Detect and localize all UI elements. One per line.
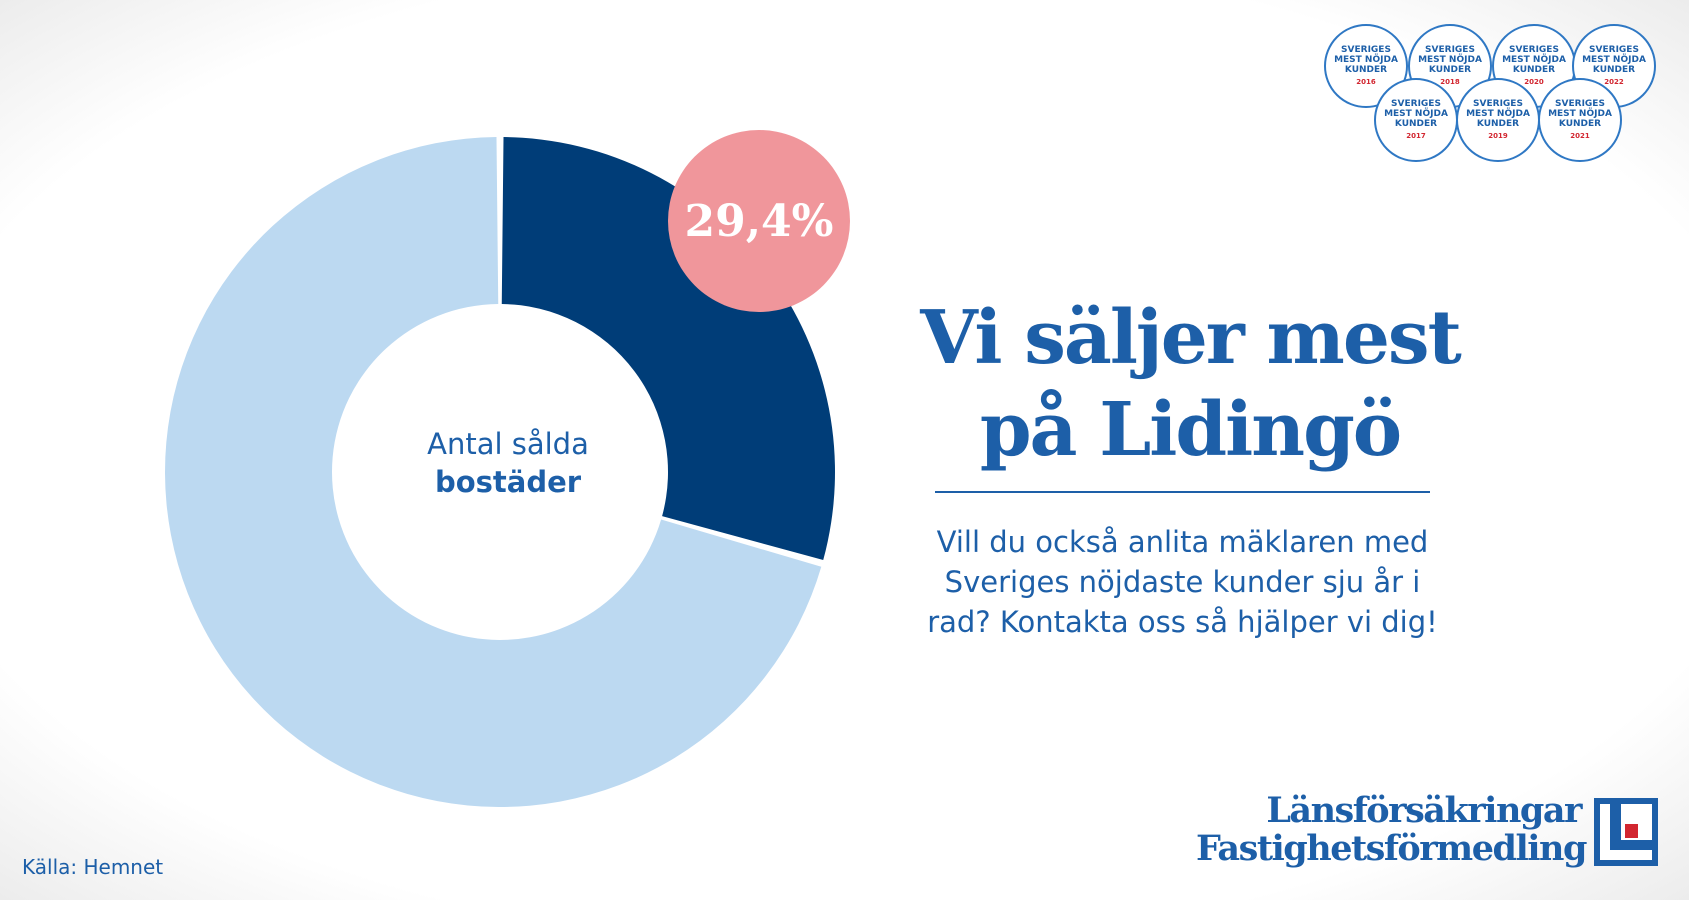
donut-center-label: Antal sålda bostäder	[388, 425, 628, 501]
logo-line1: Länsförsäkringar	[1266, 790, 1582, 831]
percentage-data-label: 29,4%	[684, 195, 834, 247]
percentage-bubble: 29,4%	[668, 130, 850, 312]
award-badge: SVERIGES MEST NÖJDA KUNDER 2017	[1374, 78, 1458, 162]
logo-line2: Fastighetsförmedling	[1196, 828, 1587, 869]
award-badge: SVERIGES MEST NÖJDA KUNDER 2019	[1456, 78, 1540, 162]
source-note: Källa: Hemnet	[22, 855, 164, 879]
donut-segment-rest	[164, 137, 822, 807]
award-badge: SVERIGES MEST NÖJDA KUNDER 2021	[1538, 78, 1622, 162]
award-badges: SVERIGES MEST NÖJDA KUNDER 2016 SVERIGES …	[1320, 22, 1670, 172]
company-logo-text: Länsförsäkringar Fastighetsförmedling	[1196, 790, 1587, 869]
center-label-line1: Antal sålda	[427, 427, 589, 461]
donut-chart	[164, 137, 835, 807]
company-logo-icon	[1594, 798, 1658, 866]
call-to-action-text: Vill du också anlita mäklaren med Sverig…	[927, 525, 1438, 639]
divider	[935, 491, 1430, 493]
donut-segment-highlight	[501, 137, 835, 561]
award-badge: SVERIGES MEST NÖJDA KUNDER 2016	[1324, 24, 1408, 108]
headline: Vi säljer mest på Lidingö	[920, 295, 1462, 473]
center-label-line2: bostäder	[434, 465, 582, 499]
